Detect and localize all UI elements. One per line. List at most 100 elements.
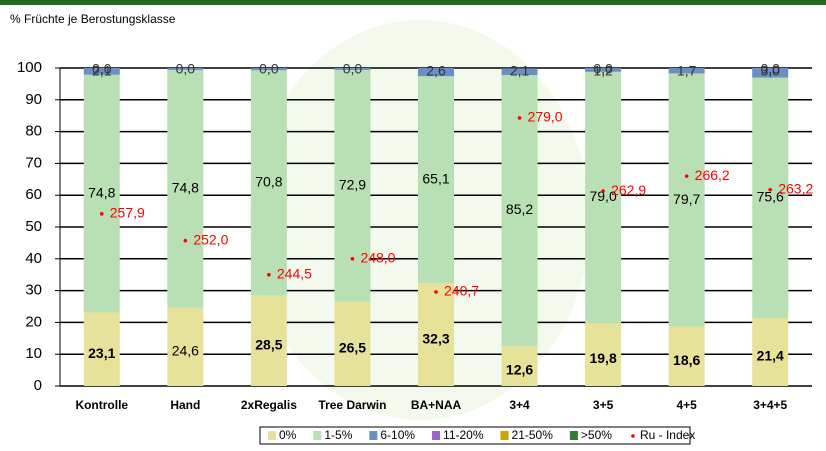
bar-segment xyxy=(83,312,120,386)
data-label: 240,7 xyxy=(444,283,479,299)
data-label: 262,9 xyxy=(611,182,646,198)
legend-swatch xyxy=(432,431,441,440)
data-label: 266,2 xyxy=(695,167,730,183)
bar-segment xyxy=(585,68,622,72)
bar-segment xyxy=(250,70,287,296)
bar-segment xyxy=(668,326,705,386)
data-label: 279,0 xyxy=(528,109,563,125)
data-label: 19,8 xyxy=(589,350,616,366)
data-label: 23,1 xyxy=(88,345,115,361)
x-tick-label: 3+4 xyxy=(509,398,530,412)
ru-index-point xyxy=(517,116,522,120)
data-label: 2,1 xyxy=(510,63,530,79)
data-label: 74,8 xyxy=(88,184,115,200)
data-label: 85,2 xyxy=(506,201,533,217)
legend-swatch xyxy=(369,431,378,440)
data-label: 2,6 xyxy=(426,63,446,79)
bar-segment xyxy=(167,69,204,308)
y-tick-label: 10 xyxy=(25,345,42,362)
data-label: 0,0 xyxy=(343,61,363,77)
top-bar xyxy=(0,0,826,5)
data-label: 12,6 xyxy=(506,362,533,378)
x-tick-label: 3+5 xyxy=(593,398,614,412)
data-label: 70,8 xyxy=(255,174,282,190)
x-tick-label: Kontrolle xyxy=(75,398,128,412)
data-label: 28,5 xyxy=(255,336,282,352)
data-label: 252,0 xyxy=(193,231,228,247)
legend-box xyxy=(259,426,691,445)
x-tick-label: 2xRegalis xyxy=(241,398,297,412)
data-label: 32,3 xyxy=(422,330,449,346)
legend-swatch xyxy=(268,431,276,440)
data-label: 0,0 xyxy=(760,61,780,77)
bar-segment xyxy=(668,73,705,327)
legend-label: 1-5% xyxy=(324,428,352,442)
data-label: 75,6 xyxy=(757,188,784,204)
chart-title: % Früchte je Berostungsklasse xyxy=(10,12,176,26)
bar-segment xyxy=(334,68,371,70)
legend-label: >50% xyxy=(581,428,612,442)
legend-label: 11-20% xyxy=(443,428,484,442)
legend-label: 6-10% xyxy=(380,428,415,442)
legend-swatch xyxy=(631,434,635,438)
data-label: 24,6 xyxy=(172,343,199,359)
bar-segment xyxy=(501,68,538,75)
data-label: 0,0 xyxy=(92,61,112,77)
bar-segment xyxy=(501,74,538,346)
bar-segment xyxy=(418,68,454,77)
y-tick-label: 90 xyxy=(25,91,42,108)
bar-segment xyxy=(334,301,371,386)
data-label: 26,5 xyxy=(339,340,366,356)
y-tick-label: 40 xyxy=(25,250,42,267)
legend-label: 0% xyxy=(279,428,297,442)
ru-index-point xyxy=(684,174,689,178)
bar-segment xyxy=(752,77,789,318)
y-tick-label: 70 xyxy=(25,154,42,171)
data-label: 79,0 xyxy=(589,188,616,204)
data-label: 257,9 xyxy=(110,205,145,221)
legend-swatch xyxy=(500,431,509,440)
data-label: 244,5 xyxy=(277,265,312,281)
bar-segment xyxy=(250,68,287,71)
ru-index-point xyxy=(768,187,773,192)
data-label: 0,0 xyxy=(259,61,279,77)
ru-index-point xyxy=(434,290,438,294)
data-label: 21,4 xyxy=(757,348,784,364)
legend-swatch xyxy=(313,431,322,440)
data-label: 18,6 xyxy=(673,352,700,368)
y-tick-label: 30 xyxy=(25,282,42,299)
ru-index-point xyxy=(601,189,605,193)
bar-segment xyxy=(334,69,371,302)
y-tick-label: 0 xyxy=(34,377,42,394)
legend-label: Ru - Index xyxy=(640,428,695,442)
y-tick-label: 20 xyxy=(25,313,42,330)
data-label: 0,0 xyxy=(593,61,613,77)
x-tick-label: BA+NAA xyxy=(411,398,462,412)
bar-segment xyxy=(585,323,622,386)
data-label: 263,2 xyxy=(778,180,813,196)
bar-segment xyxy=(418,283,454,386)
legend-label: 21-50% xyxy=(512,428,554,442)
x-tick-label: Tree Darwin xyxy=(318,398,386,412)
y-tick-label: 80 xyxy=(25,123,42,140)
data-label: 1,7 xyxy=(677,63,697,79)
bar-segment xyxy=(668,68,705,74)
bar-segment xyxy=(83,68,120,75)
x-tick-label: 3+4+5 xyxy=(753,398,787,412)
data-label: 3,0 xyxy=(760,63,780,79)
data-label: 72,9 xyxy=(339,177,366,193)
data-label: 65,1 xyxy=(422,170,449,186)
data-label: 0,0 xyxy=(176,61,196,77)
ru-index-point xyxy=(350,257,355,261)
data-label: 248,0 xyxy=(360,250,395,266)
y-tick-label: 50 xyxy=(25,218,42,235)
y-tick-label: 60 xyxy=(25,186,42,203)
data-label: 1,2 xyxy=(593,63,613,79)
x-tick-label: Hand xyxy=(170,398,200,412)
bar-segment xyxy=(167,68,204,70)
ru-index-point xyxy=(183,238,188,243)
bar-segment xyxy=(83,74,120,313)
ru-index-point xyxy=(267,272,271,277)
